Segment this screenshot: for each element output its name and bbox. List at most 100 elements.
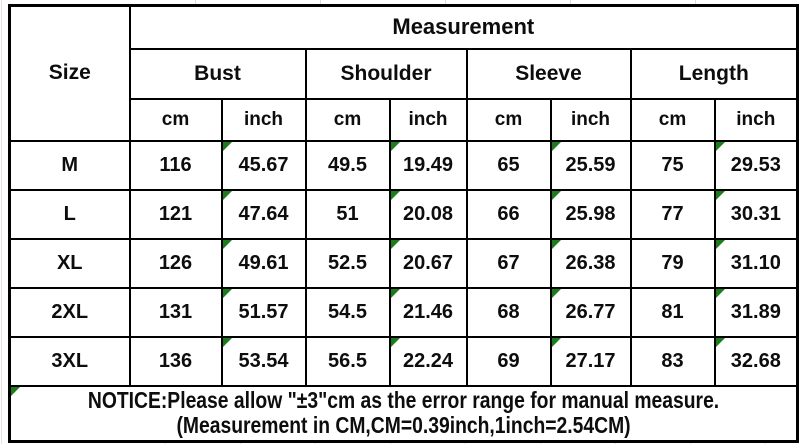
- group-header-shoulder: Shoulder: [304, 47, 468, 100]
- cm-value-cell: 83: [629, 335, 716, 387]
- gridline: [570, 0, 571, 4]
- size-label: 2XL: [8, 286, 131, 338]
- inch-value-cell: 25.59: [549, 139, 632, 191]
- gridline: [165, 441, 166, 444]
- number-stored-as-text-marker-icon: [223, 240, 232, 249]
- notice-line-1: NOTICE:Please allow "±3"cm as the error …: [87, 386, 720, 413]
- gridline: [320, 0, 321, 4]
- unit-header-inch: inch: [549, 97, 632, 142]
- number-stored-as-text-marker-icon: [391, 240, 400, 249]
- group-header-bust: Bust: [128, 47, 307, 100]
- gridline: [240, 441, 241, 444]
- number-stored-as-text-marker-icon: [716, 191, 725, 200]
- gridline: [445, 0, 446, 4]
- gridline: [540, 441, 541, 444]
- inch-value-cell: 26.38: [549, 237, 632, 289]
- size-label: L: [8, 188, 131, 240]
- header-row-groups: Bust Shoulder Sleeve Length: [10, 47, 799, 100]
- cm-value-cell: 77: [629, 188, 716, 240]
- gridline: [315, 441, 316, 444]
- number-stored-as-text-marker-icon: [223, 142, 232, 151]
- gridline: [615, 441, 616, 444]
- group-header-length: Length: [629, 47, 799, 100]
- number-stored-as-text-marker-icon: [391, 191, 400, 200]
- cm-value-cell: 131: [128, 286, 223, 338]
- inch-value-cell: 26.77: [549, 286, 632, 338]
- cm-value-cell: 69: [465, 335, 552, 387]
- cm-value-cell: 81: [629, 286, 716, 338]
- gridline: [1, 0, 2, 444]
- inch-value-cell: 25.98: [549, 188, 632, 240]
- inch-value-cell: 49.61: [220, 237, 307, 289]
- number-stored-as-text-marker-icon: [552, 191, 561, 200]
- size-label: XL: [8, 237, 131, 289]
- table-row: XL 126 49.61 52.5 20.67 67 26.38 79 31.10: [8, 237, 799, 289]
- number-stored-as-text-marker-icon: [391, 338, 400, 347]
- number-stored-as-text-marker-icon: [552, 142, 561, 151]
- cm-value-cell: 52.5: [304, 237, 391, 289]
- unit-header-inch: inch: [220, 97, 307, 142]
- number-stored-as-text-marker-icon: [716, 240, 725, 249]
- notice-line-2: (Measurement in CM,CM=0.39inch,1inch=2.5…: [176, 411, 631, 438]
- inch-value-cell: 31.10: [713, 237, 799, 289]
- header-row-units: cm inch cm inch cm inch cm inch: [10, 97, 799, 142]
- number-stored-as-text-marker-icon: [716, 289, 725, 298]
- cm-value-cell: 79: [629, 237, 716, 289]
- gridline: [195, 0, 196, 4]
- unit-header-inch: inch: [388, 97, 468, 142]
- inch-value-cell: 30.31: [713, 188, 799, 240]
- cm-value-cell: 65: [465, 139, 552, 191]
- inch-value-cell: 22.24: [388, 335, 468, 387]
- size-table-body: M 116 45.67 49.5 19.49 65 25.59 75 29.53 L 121 47.6…: [8, 139, 799, 387]
- unit-header-cm: cm: [629, 97, 716, 142]
- cm-value-cell: 67: [465, 237, 552, 289]
- cm-value-cell: 49.5: [304, 139, 391, 191]
- inch-value-cell: 51.57: [220, 286, 307, 338]
- cm-value-cell: 136: [128, 335, 223, 387]
- number-stored-as-text-marker-icon: [552, 338, 561, 347]
- unit-header-cm: cm: [128, 97, 223, 142]
- notice-cell: NOTICE:Please allow "±3"cm as the error …: [8, 384, 799, 442]
- measurement-header: Measurement: [128, 4, 799, 50]
- unit-header-inch: inch: [713, 97, 799, 142]
- gridline: [465, 441, 466, 444]
- cm-value-cell: 51: [304, 188, 391, 240]
- number-stored-as-text-marker-icon: [223, 338, 232, 347]
- inch-value-cell: 29.53: [713, 139, 799, 191]
- number-stored-as-text-marker-icon: [391, 142, 400, 151]
- inch-value-cell: 20.67: [388, 237, 468, 289]
- unit-header-cm: cm: [304, 97, 391, 142]
- table-row: L 121 47.64 51 20.08 66 25.98 77 30.31: [8, 188, 799, 240]
- cm-value-cell: 75: [629, 139, 716, 191]
- number-stored-as-text-marker-icon: [391, 289, 400, 298]
- inch-value-cell: 21.46: [388, 286, 468, 338]
- gridline: [390, 441, 391, 444]
- cm-value-cell: 116: [128, 139, 223, 191]
- inch-value-cell: 47.64: [220, 188, 307, 240]
- gridline: [765, 441, 766, 444]
- unit-header-cm: cm: [465, 97, 552, 142]
- size-label: 3XL: [8, 335, 131, 387]
- cm-value-cell: 66: [465, 188, 552, 240]
- inch-value-cell: 27.17: [549, 335, 632, 387]
- inch-value-cell: 45.67: [220, 139, 307, 191]
- table-row: 3XL 136 53.54 56.5 22.24 69 27.17 83 32.68: [8, 335, 799, 387]
- number-stored-as-text-marker-icon: [552, 289, 561, 298]
- header-row-measurement: Size Measurement: [8, 4, 799, 142]
- inch-value-cell: 31.89: [713, 286, 799, 338]
- table-row: M 116 45.67 49.5 19.49 65 25.59 75 29.53: [8, 139, 799, 191]
- inch-value-cell: 32.68: [713, 335, 799, 387]
- cm-value-cell: 68: [465, 286, 552, 338]
- gridline: [690, 441, 691, 444]
- inch-value-cell: 53.54: [220, 335, 307, 387]
- cm-value-cell: 121: [128, 188, 223, 240]
- number-stored-as-text-marker-icon: [716, 338, 725, 347]
- number-stored-as-text-marker-icon: [11, 387, 20, 396]
- cm-value-cell: 54.5: [304, 286, 391, 338]
- inch-value-cell: 20.08: [388, 188, 468, 240]
- cm-value-cell: 56.5: [304, 335, 391, 387]
- number-stored-as-text-marker-icon: [223, 289, 232, 298]
- table-row: 2XL 131 51.57 54.5 21.46 68 26.77 81 31.89: [8, 286, 799, 338]
- group-header-sleeve: Sleeve: [465, 47, 632, 100]
